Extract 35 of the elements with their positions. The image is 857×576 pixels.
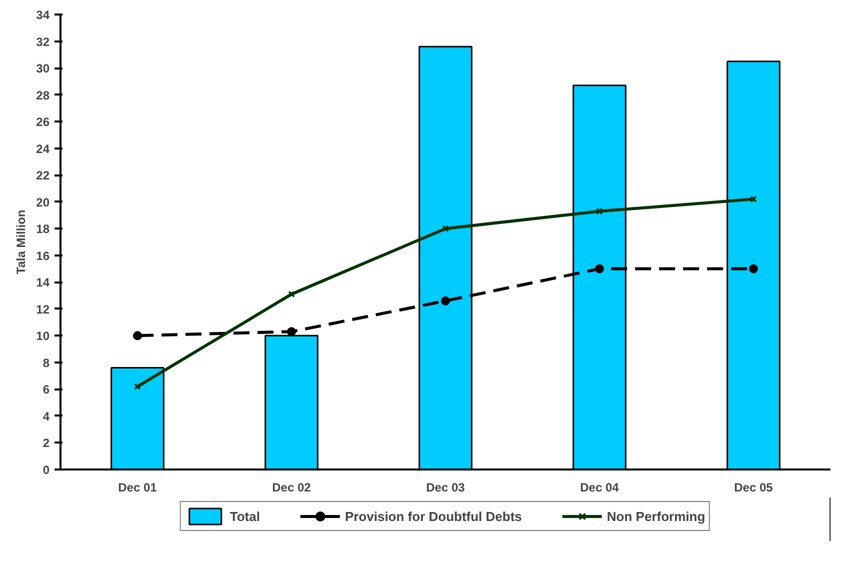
y-tick-label: 12 [36, 302, 50, 316]
point [287, 327, 296, 336]
y-tick-label: 8 [42, 356, 50, 370]
legend-label: Non Performing [606, 508, 706, 524]
y-tick-label: 6 [42, 382, 50, 397]
x-tick-label: Dec 02 [272, 480, 312, 494]
y-tick-label: 32 [36, 34, 50, 49]
y-tick-label: 28 [36, 88, 50, 102]
y-tick-label: 26 [36, 115, 50, 130]
y-axis-title: Tala Million [14, 210, 28, 274]
legend-label: Provision for Doubtful Debts [344, 508, 522, 524]
y-tick-label: 22 [36, 168, 50, 183]
y-tick-label: 0 [42, 463, 50, 477]
point [288, 290, 295, 298]
y-tick-label: 24 [36, 142, 50, 156]
y-tick-label: 4 [42, 409, 50, 424]
y-tick-label: 2 [42, 436, 50, 450]
x-tick-label: Dec 05 [734, 480, 774, 494]
y-tick-label: 16 [36, 248, 50, 263]
y-tick-label: 14 [36, 276, 50, 290]
legend-label: Total [230, 508, 260, 524]
y-tick-label: 30 [36, 62, 50, 76]
y-tick-label: 34 [36, 8, 50, 22]
point [442, 225, 449, 232]
x-tick-label: Dec 01 [118, 480, 158, 494]
point [596, 208, 603, 215]
point [749, 264, 758, 274]
point [133, 331, 142, 340]
y-tick-label: 10 [36, 329, 50, 344]
y-tick-label: 20 [36, 195, 50, 210]
y-tick-label: 18 [36, 222, 50, 236]
point [595, 264, 604, 274]
x-tick-label: Dec 04 [580, 480, 620, 494]
point [441, 296, 450, 306]
x-tick-label: Dec 03 [426, 480, 466, 494]
